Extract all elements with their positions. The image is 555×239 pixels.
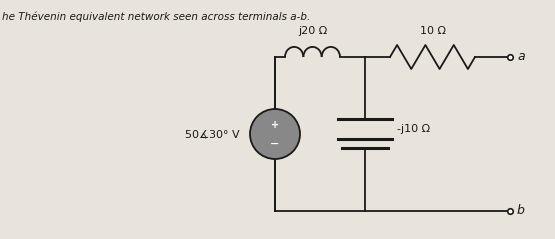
Text: a: a bbox=[517, 50, 524, 64]
Text: +: + bbox=[271, 120, 279, 130]
Text: b: b bbox=[517, 205, 525, 217]
Circle shape bbox=[250, 109, 300, 159]
Text: 10 Ω: 10 Ω bbox=[420, 26, 446, 36]
Text: 50∡30° V: 50∡30° V bbox=[185, 129, 240, 139]
Text: he Thévenin equivalent network seen across terminals a-b.: he Thévenin equivalent network seen acro… bbox=[2, 11, 310, 22]
Text: -j10 Ω: -j10 Ω bbox=[397, 124, 430, 134]
Text: −: − bbox=[270, 139, 280, 149]
Text: j20 Ω: j20 Ω bbox=[298, 26, 327, 36]
